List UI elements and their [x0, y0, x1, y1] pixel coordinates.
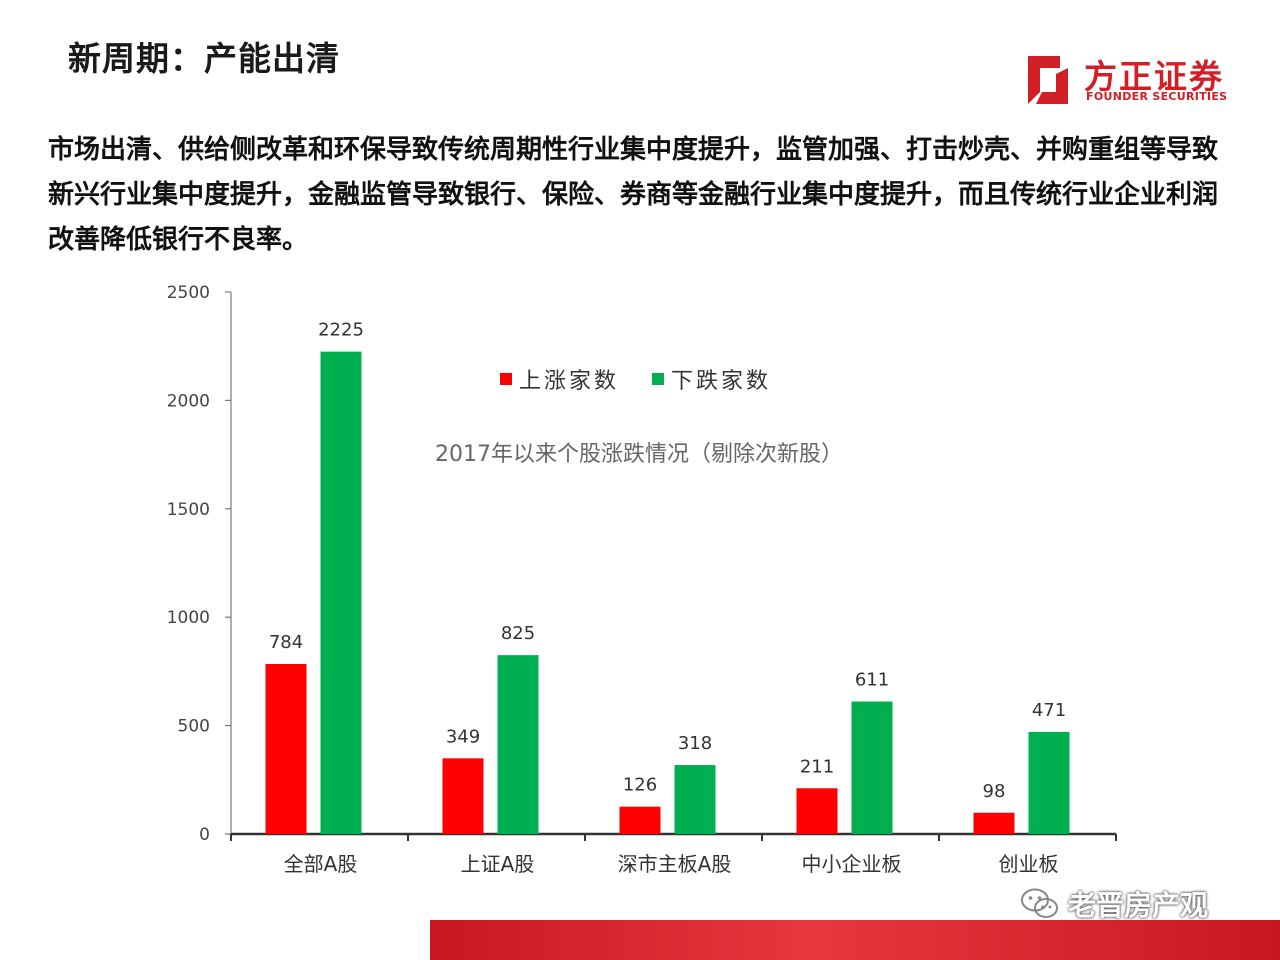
watermark: 老晋房产观 [1020, 882, 1208, 926]
data-label-fall: 471 [1032, 700, 1066, 721]
data-label-rise: 349 [446, 726, 480, 747]
bar-fall [851, 701, 893, 834]
x-tick-label: 上证A股 [461, 852, 535, 876]
legend-swatch [500, 373, 512, 385]
logo-text-en: FOUNDER SECURITIES [1086, 90, 1228, 103]
chart-title: 2017年以来个股涨跌情况（剔除次新股） [435, 442, 843, 467]
logo-mark-icon [1028, 56, 1068, 104]
founder-securities-logo: 方正证券 FOUNDER SECURITIES [1018, 48, 1248, 110]
intro-paragraph: 市场出清、供给侧改革和环保导致传统周期性行业集中度提升，监管加强、打击炒壳、并购… [48, 135, 1219, 255]
slide-title: 新周期：产能出清 [68, 39, 340, 78]
y-tick-label: 1500 [167, 500, 210, 520]
wechat-icon [1021, 888, 1058, 918]
x-tick-label: 中小企业板 [802, 852, 902, 876]
y-tick-label: 2000 [167, 391, 210, 411]
bar-rise [442, 758, 484, 834]
bar-rise [265, 664, 307, 834]
data-label-rise: 126 [623, 775, 657, 796]
y-tick-label: 1000 [167, 608, 210, 628]
bar-rise [796, 788, 838, 834]
data-label-fall: 611 [855, 670, 889, 691]
x-tick-label: 全部A股 [284, 852, 358, 876]
watermark-text: 老晋房产观 [1068, 889, 1209, 922]
bar-rise [619, 806, 661, 834]
legend-label: 下跌家数 [671, 369, 771, 394]
data-label-fall: 825 [501, 623, 535, 644]
x-tick-label: 深市主板A股 [618, 852, 732, 876]
legend-label: 上涨家数 [519, 369, 619, 394]
data-label-rise: 211 [800, 756, 834, 777]
bar-rise [973, 812, 1015, 834]
bar-chart: 0 500 1000 1500 2000 2500 784 2225 全部A股 349 825 上证A… [167, 283, 1117, 876]
footer-band [430, 920, 1280, 960]
logo-text-cn: 方正证券 [1084, 57, 1224, 96]
data-label-fall: 318 [678, 733, 712, 754]
bar-fall [320, 351, 362, 834]
y-tick-label: 2500 [167, 283, 210, 303]
x-tick-label: 创业板 [999, 852, 1059, 876]
y-tick-label: 0 [199, 825, 210, 845]
legend-swatch [652, 373, 664, 385]
data-label-rise: 784 [269, 632, 303, 653]
bar-fall [674, 765, 716, 834]
data-label-fall: 2225 [318, 320, 364, 341]
data-label-rise: 98 [983, 781, 1006, 802]
bar-fall [1028, 731, 1070, 834]
bar-fall [497, 655, 539, 834]
y-tick-label: 500 [178, 717, 210, 737]
